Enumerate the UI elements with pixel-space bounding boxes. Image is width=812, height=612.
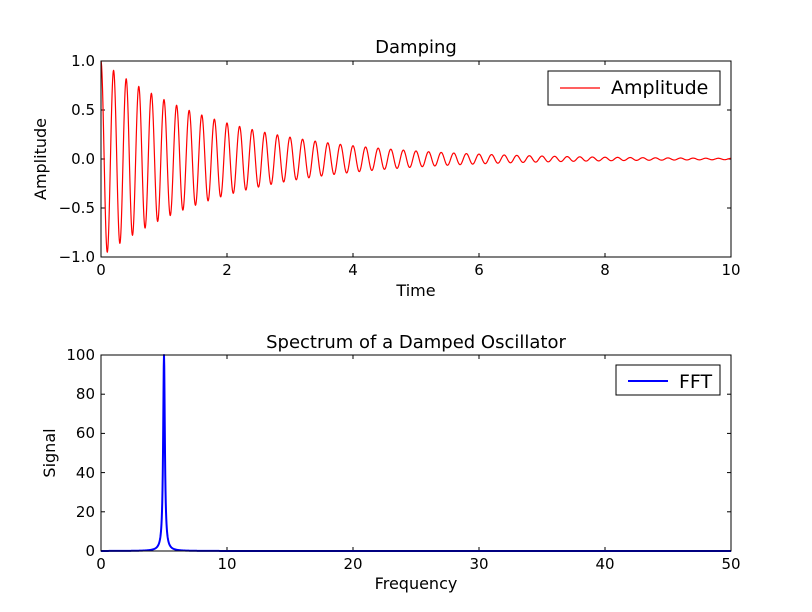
spectrum-y-axis-label: Signal [40,428,59,477]
spectrum-y-tick-labels: 0 20 40 60 80 100 [66,346,95,560]
damping-y-tick-label: 1.0 [71,52,95,70]
damping-chart-title: Damping [375,37,457,58]
spectrum-chart-title: Spectrum of a Damped Oscillator [266,332,566,353]
spectrum-x-axis-label: Frequency [375,574,458,593]
damping-y-tick-label: 0.0 [71,150,95,168]
spectrum-y-tick-label: 60 [76,424,95,442]
spectrum-x-tick-label: 40 [595,555,614,573]
spectrum-legend: FFT [615,364,721,396]
spectrum-y-tick-label: 100 [66,346,95,364]
spectrum-x-tick-label: 50 [721,555,740,573]
damping-x-tick-label: 8 [600,261,610,279]
damping-legend-label: Amplitude [611,77,708,99]
spectrum-y-tick-label: 20 [76,503,95,521]
damping-plot-frame [100,60,732,258]
damping-y-tick-label: −1.0 [59,248,95,266]
spectrum-x-tick-label: 30 [469,555,488,573]
damping-y-tick-label: −0.5 [59,199,95,217]
damping-series-line [100,60,732,253]
spectrum-x-tick-label: 0 [96,555,106,573]
damping-x-tick-label: 6 [474,261,484,279]
spectrum-x-tick-label: 20 [343,555,362,573]
damping-y-axis-label: Amplitude [31,118,50,200]
damping-y-tick-label: 0.5 [71,101,95,119]
spectrum-x-tick-labels: 0 10 20 30 40 50 [96,555,740,573]
spectrum-y-tick-label: 80 [76,385,95,403]
spectrum-plot-frame [100,354,732,552]
damping-legend-box [547,70,721,106]
spectrum-y-tick-label: 0 [85,542,95,560]
damping-plot: Damping 0 2 4 6 8 10 −1.0 −0.5 0.0 0.5 1… [31,37,741,300]
spectrum-plot: Spectrum of a Damped Oscillator 0 10 20 … [40,332,741,593]
damping-x-tick-label: 0 [96,261,106,279]
damping-legend: Amplitude [547,70,721,106]
spectrum-legend-label: FFT [679,371,713,393]
damping-x-tick-label: 2 [222,261,232,279]
spectrum-y-tick-label: 40 [76,464,95,482]
damping-y-tick-labels: −1.0 −0.5 0.0 0.5 1.0 [59,52,95,266]
damping-x-tick-label: 10 [721,261,740,279]
damping-x-axis-label: Time [395,281,435,300]
damping-x-tick-labels: 0 2 4 6 8 10 [96,261,740,279]
damping-series-group [100,60,732,253]
damping-x-tick-label: 4 [348,261,358,279]
spectrum-x-tick-label: 10 [217,555,236,573]
